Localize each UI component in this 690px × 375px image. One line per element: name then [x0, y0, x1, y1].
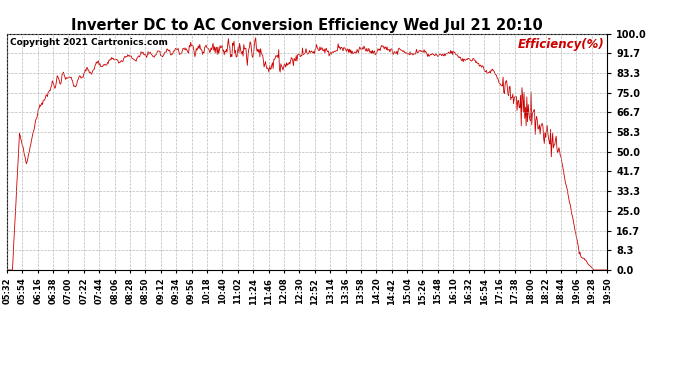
- Text: Copyright 2021 Cartronics.com: Copyright 2021 Cartronics.com: [10, 39, 168, 48]
- Title: Inverter DC to AC Conversion Efficiency Wed Jul 21 20:10: Inverter DC to AC Conversion Efficiency …: [71, 18, 543, 33]
- Text: Efficiency(%): Efficiency(%): [518, 39, 604, 51]
